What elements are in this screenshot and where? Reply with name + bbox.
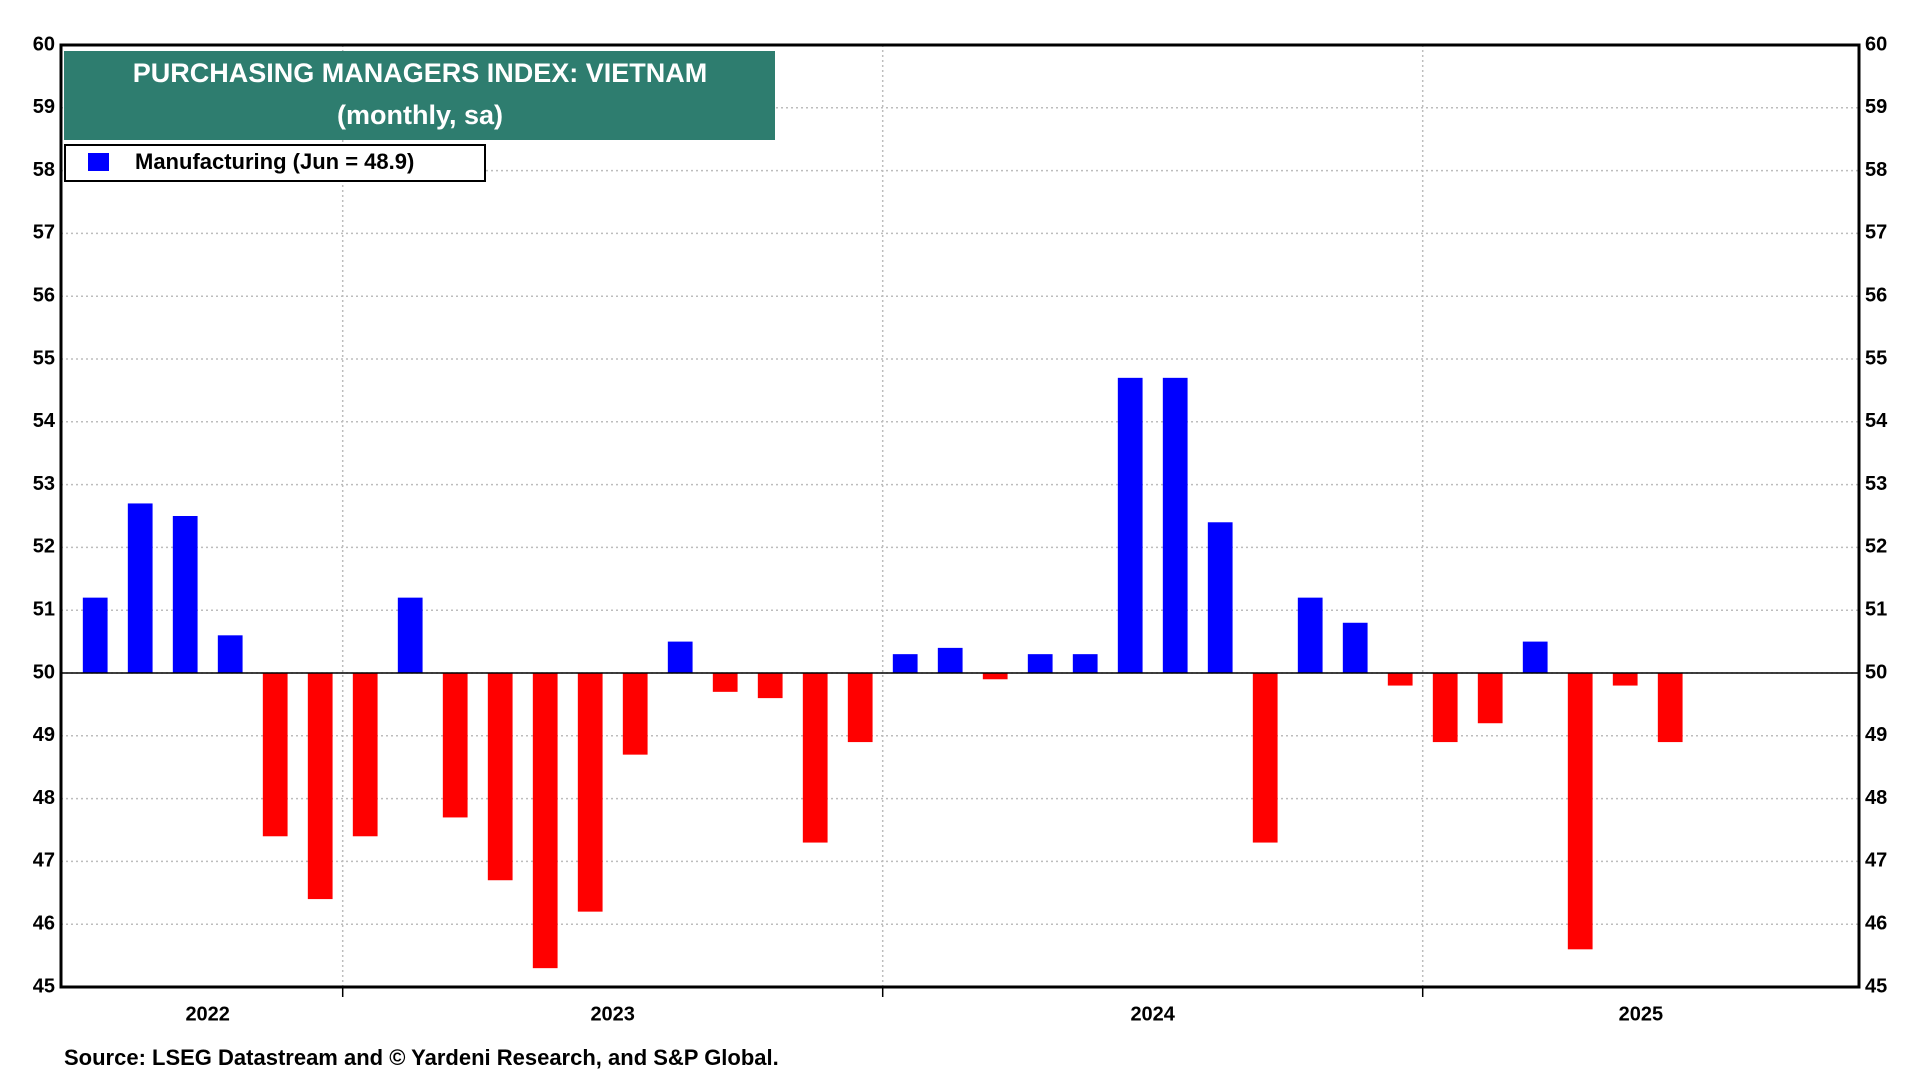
source-note: Source: LSEG Datastream and © Yardeni Re… [64,1045,779,1070]
y-tick-label: 45 [33,975,55,997]
bar [892,654,918,673]
y2-tick-label: 54 [1865,410,1888,432]
legend-box [64,144,486,182]
y-tick-label: 57 [33,222,55,244]
bar [172,516,198,673]
bar [757,673,783,699]
bar [712,673,738,692]
y-tick-label: 59 [33,96,55,118]
x-tick-label: 2023 [590,1003,635,1025]
y2-tick-label: 56 [1865,284,1887,306]
bar [1117,377,1143,673]
bar [1432,673,1458,743]
x-tick-label: 2022 [185,1003,230,1025]
legend-swatch [88,153,109,171]
bar [82,597,108,673]
x-tick-label: 2024 [1130,1003,1175,1025]
bar [802,673,828,843]
bar [1612,673,1638,686]
title-box [64,51,775,140]
bar [217,635,243,673]
y2-tick-label: 49 [1865,724,1887,746]
y-tick-label: 48 [33,787,55,809]
bar [1072,654,1098,673]
y2-tick-label: 59 [1865,96,1887,118]
bar [352,673,378,837]
bar [1657,673,1683,743]
bar [937,647,963,673]
bar [577,673,603,912]
y2-tick-label: 58 [1865,159,1887,181]
y-tick-label: 52 [33,536,55,558]
bar [397,597,423,673]
bar [667,641,693,673]
y-tick-label: 51 [33,598,55,620]
x-tick-label: 2025 [1619,1003,1664,1025]
y-tick-label: 54 [33,410,56,432]
y-tick-label: 53 [33,473,55,495]
y2-tick-label: 57 [1865,222,1887,244]
plot-frame [59,43,1861,989]
y-tick-label: 46 [33,912,55,934]
bar [1477,673,1503,724]
bar [487,673,513,881]
bar [1567,673,1593,950]
bar [982,673,1008,680]
y2-tick-label: 52 [1865,536,1887,558]
bar [442,673,468,818]
bar [1522,641,1548,673]
y2-tick-label: 50 [1865,661,1887,683]
bar [1252,673,1278,843]
y2-tick-label: 60 [1865,33,1887,55]
y-tick-label: 49 [33,724,55,746]
y2-tick-label: 47 [1865,850,1887,872]
bar [1387,673,1413,686]
bar [532,673,558,969]
chart-subtitle: (monthly, sa) [337,100,503,130]
bar [1207,522,1233,673]
y-tick-label: 47 [33,850,55,872]
y2-tick-label: 46 [1865,912,1887,934]
chart-title: PURCHASING MANAGERS INDEX: VIETNAM [133,58,708,88]
legend-label: Manufacturing (Jun = 48.9) [135,149,414,174]
bar [1297,597,1323,673]
bar [622,673,648,755]
bar [847,673,873,743]
y-tick-label: 50 [33,661,55,683]
y2-tick-label: 53 [1865,473,1887,495]
y-tick-label: 55 [33,347,55,369]
y-tick-label: 56 [33,284,55,306]
y-tick-label: 60 [33,33,55,55]
y2-tick-label: 51 [1865,598,1887,620]
bar [1342,622,1368,673]
bar [1027,654,1053,673]
y-tick-label: 58 [33,159,55,181]
bar [1162,377,1188,673]
bar [307,673,333,900]
y2-tick-label: 48 [1865,787,1887,809]
bar [127,503,153,673]
bar [262,673,288,837]
y2-tick-label: 55 [1865,347,1887,369]
y2-tick-label: 45 [1865,975,1887,997]
